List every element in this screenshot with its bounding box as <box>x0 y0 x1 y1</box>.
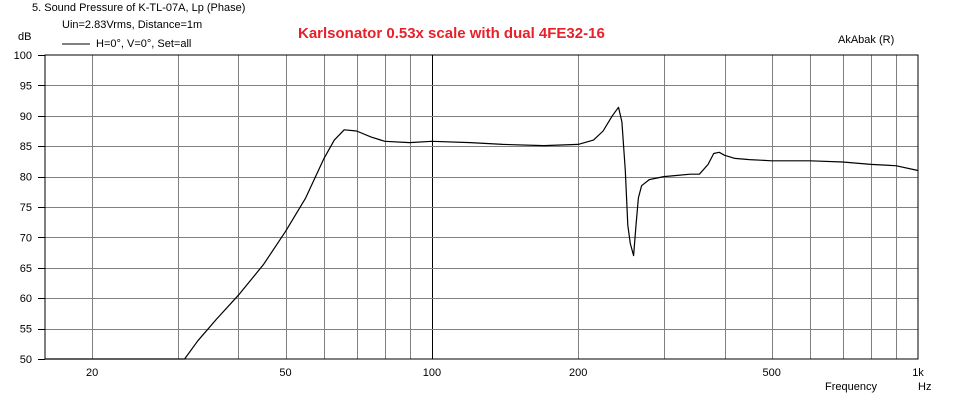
x-axis-label: Frequency <box>825 381 877 393</box>
y-tick-label: 55 <box>20 324 32 336</box>
x-tick-label: 1k <box>912 367 924 379</box>
x-tick-label: 20 <box>86 367 98 379</box>
x-tick-label: 100 <box>423 367 441 379</box>
plot-frame <box>44 54 919 360</box>
chart-title: Karlsonator 0.53x scale with dual 4FE32-… <box>298 25 605 42</box>
y-axis-unit-label: dB <box>18 31 31 43</box>
measurement-info: Uin=2.83Vrms, Distance=1m <box>62 19 202 31</box>
window-title: 5. Sound Pressure of K-TL-07A, Lp (Phase… <box>32 2 245 14</box>
y-tick-label: 60 <box>20 293 32 305</box>
y-tick-label: 50 <box>20 354 32 366</box>
brand-label: AkAbak (R) <box>838 34 894 46</box>
x-axis-unit: Hz <box>918 381 931 393</box>
grid-lines <box>45 55 918 359</box>
response-curve-layer <box>45 106 919 360</box>
y-tick-label: 85 <box>20 141 32 153</box>
x-tick-labels: 20 50 100 200 500 1k <box>86 367 924 379</box>
x-tick-label: 50 <box>279 367 291 379</box>
y-tick-label: 100 <box>14 50 32 62</box>
x-tick-label: 500 <box>762 367 780 379</box>
y-tick-label: 80 <box>20 172 32 184</box>
legend-entry: H=0°, V=0°, Set=all <box>96 38 191 50</box>
x-tick-label: 200 <box>569 367 587 379</box>
series-line <box>45 106 919 360</box>
y-tick-labels: 50 55 60 65 70 75 80 85 90 95 100 <box>14 50 45 366</box>
y-tick-label: 65 <box>20 263 32 275</box>
y-tick-label: 70 <box>20 232 32 244</box>
y-tick-label: 75 <box>20 202 32 214</box>
y-tick-label: 90 <box>20 111 32 123</box>
y-tick-label: 95 <box>20 80 32 92</box>
